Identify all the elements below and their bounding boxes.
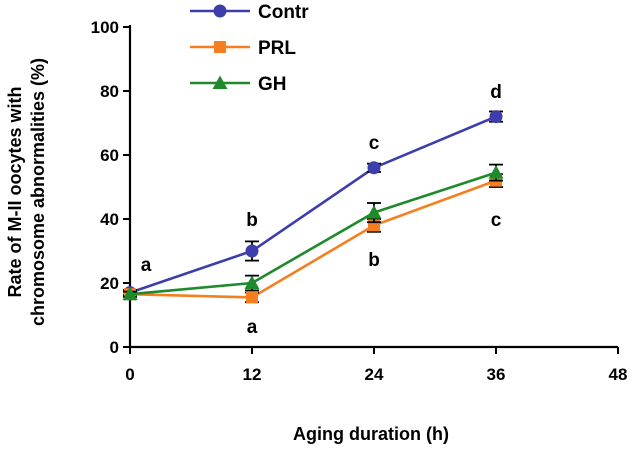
x-tick-label: 12 xyxy=(243,365,262,384)
axes xyxy=(128,25,618,349)
data-point xyxy=(122,286,138,301)
data-point xyxy=(366,205,382,219)
y-tick-label: 20 xyxy=(100,274,119,293)
y-tick-label: 60 xyxy=(100,146,119,165)
y-tick-label: 0 xyxy=(110,338,119,357)
significance-label: b xyxy=(246,210,258,231)
significance-label: a xyxy=(247,317,258,338)
legend-marker xyxy=(213,4,227,18)
y-tick-label: 40 xyxy=(100,210,119,229)
data-point xyxy=(244,275,260,289)
legend-label: Contr xyxy=(258,2,309,23)
series-gh xyxy=(122,163,504,301)
legend-item-contr: Contr xyxy=(190,2,309,23)
legend-item-prl: PRL xyxy=(190,38,296,59)
legend-label: GH xyxy=(258,74,287,95)
series-prl xyxy=(123,173,503,304)
y-tick-label: 80 xyxy=(100,82,119,101)
series-contr xyxy=(123,110,503,300)
significance-label: b xyxy=(368,250,380,271)
legend: Contr PRL GH xyxy=(190,2,309,95)
ticks: 0 20 40 60 80 100 0 12 24 36 48 xyxy=(91,18,628,384)
annotations: a b a c b d c xyxy=(141,82,502,338)
series-layer xyxy=(122,110,504,304)
legend-label: PRL xyxy=(258,38,296,59)
x-tick-label: 48 xyxy=(609,365,628,384)
series-line xyxy=(129,115,497,294)
legend-marker xyxy=(212,75,228,89)
x-tick-label: 0 xyxy=(125,365,134,384)
x-tick-label: 36 xyxy=(487,365,506,384)
y-tick-label: 100 xyxy=(91,18,119,37)
legend-item-gh: GH xyxy=(190,74,287,95)
data-point xyxy=(489,110,503,124)
data-point xyxy=(245,244,259,258)
data-point xyxy=(367,161,381,175)
x-tick-label: 24 xyxy=(365,365,384,384)
significance-label: c xyxy=(369,133,380,154)
data-point xyxy=(488,165,504,179)
data-point xyxy=(246,291,258,304)
series-line xyxy=(129,179,497,299)
x-axis-title: Aging duration (h) xyxy=(293,424,449,444)
significance-label: a xyxy=(141,255,152,276)
y-axis-title-line-2: chromosome abnormalities (%) xyxy=(28,58,48,326)
series-line xyxy=(129,171,497,296)
legend-marker xyxy=(214,41,226,53)
y-axis-title-line-1: Rate of M-II oocytes with xyxy=(5,86,25,297)
significance-label: c xyxy=(491,210,502,231)
significance-label: d xyxy=(490,82,502,103)
